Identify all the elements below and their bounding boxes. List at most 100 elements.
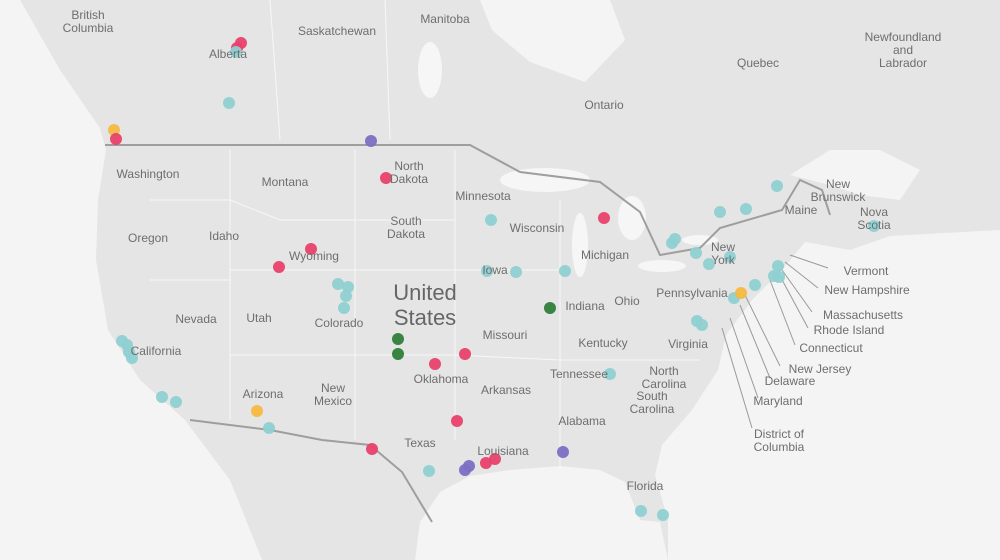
place-label: South bbox=[390, 214, 421, 228]
place-label: Colorado bbox=[315, 316, 364, 330]
place-label: Labrador bbox=[879, 56, 927, 70]
location-dot bbox=[332, 278, 344, 290]
location-dot bbox=[557, 446, 569, 458]
location-dot bbox=[230, 46, 242, 58]
location-dot bbox=[696, 319, 708, 331]
location-dot bbox=[669, 233, 681, 245]
place-label: Tennessee bbox=[550, 367, 608, 381]
state-borders bbox=[150, 0, 700, 470]
location-dot bbox=[735, 287, 747, 299]
place-label: Saskatchewan bbox=[298, 24, 376, 38]
place-label: Rhode Island bbox=[814, 323, 885, 337]
place-label: Mexico bbox=[314, 394, 352, 408]
place-label: Oklahoma bbox=[414, 372, 469, 386]
lake-superior bbox=[500, 168, 590, 192]
place-label: Dakota bbox=[390, 172, 428, 186]
place-label: California bbox=[131, 344, 182, 358]
place-label: Minnesota bbox=[455, 189, 511, 203]
lake-ontario bbox=[682, 235, 718, 245]
place-label: North bbox=[649, 364, 678, 378]
place-label: Ontario bbox=[584, 98, 624, 112]
location-dot bbox=[773, 271, 785, 283]
location-dot bbox=[657, 509, 669, 521]
place-label: United bbox=[393, 280, 457, 305]
place-label: Columbia bbox=[63, 21, 114, 35]
us-mexico-border bbox=[189, 419, 433, 523]
place-label: Oregon bbox=[128, 231, 168, 245]
location-dot bbox=[126, 352, 138, 364]
location-dot bbox=[338, 302, 350, 314]
location-dot bbox=[366, 443, 378, 455]
lake-winnipeg bbox=[418, 42, 442, 98]
lake-erie bbox=[638, 260, 686, 272]
place-label: Carolina bbox=[630, 402, 675, 416]
location-dot bbox=[451, 415, 463, 427]
location-dot bbox=[481, 265, 493, 277]
location-dot bbox=[740, 203, 752, 215]
place-label: Arkansas bbox=[481, 383, 531, 397]
dots bbox=[108, 37, 880, 521]
location-dot bbox=[544, 302, 556, 314]
location-dot bbox=[635, 505, 647, 517]
location-dot bbox=[392, 333, 404, 345]
location-dot bbox=[459, 348, 471, 360]
place-label: Newfoundland bbox=[865, 30, 942, 44]
location-dot bbox=[510, 266, 522, 278]
location-dot bbox=[463, 460, 475, 472]
place-label: and bbox=[893, 43, 913, 57]
location-dot bbox=[423, 465, 435, 477]
place-label: Virginia bbox=[668, 337, 708, 351]
hudson-bay bbox=[480, 0, 625, 82]
place-label: Idaho bbox=[209, 229, 239, 243]
place-label: Quebec bbox=[737, 56, 779, 70]
location-dot bbox=[480, 457, 492, 469]
location-dot bbox=[273, 261, 285, 273]
lake-huron bbox=[618, 196, 646, 240]
place-label: Wyoming bbox=[289, 249, 339, 263]
place-label: Maine bbox=[785, 203, 818, 217]
place-label: Missouri bbox=[483, 328, 528, 342]
place-label: Texas bbox=[404, 436, 435, 450]
location-dot bbox=[429, 358, 441, 370]
location-dot bbox=[772, 260, 784, 272]
place-label: Wisconsin bbox=[510, 221, 565, 235]
place-label: Maryland bbox=[753, 394, 802, 408]
gulf-of-mexico bbox=[415, 466, 668, 560]
place-label: Washington bbox=[117, 167, 180, 181]
location-dot bbox=[703, 258, 715, 270]
place-label: Massachusetts bbox=[823, 308, 903, 322]
place-label: Florida bbox=[627, 479, 664, 493]
place-label: North bbox=[394, 159, 423, 173]
location-dot bbox=[365, 135, 377, 147]
place-label: New bbox=[711, 240, 735, 254]
place-label: Alberta bbox=[209, 47, 247, 61]
place-label: New bbox=[826, 177, 850, 191]
pacific-ocean bbox=[0, 0, 262, 560]
location-dot bbox=[342, 281, 354, 293]
location-dot bbox=[485, 214, 497, 226]
place-label: South bbox=[636, 389, 667, 403]
place-label: New Jersey bbox=[789, 362, 852, 376]
place-label: Iowa bbox=[482, 263, 508, 277]
location-dot bbox=[170, 396, 182, 408]
place-label: Pennsylvania bbox=[656, 286, 728, 300]
location-dot bbox=[108, 124, 120, 136]
location-dot bbox=[340, 290, 352, 302]
labels: BritishColumbiaAlbertaSaskatchewanManito… bbox=[63, 8, 942, 493]
location-dot bbox=[559, 265, 571, 277]
place-label: Alabama bbox=[558, 414, 606, 428]
place-label: Ohio bbox=[614, 294, 640, 308]
location-dot bbox=[598, 212, 610, 224]
us-canada-border bbox=[105, 144, 831, 257]
location-dot bbox=[868, 220, 880, 232]
place-label: Nevada bbox=[175, 312, 217, 326]
place-label: Carolina bbox=[642, 377, 687, 391]
place-label: Manitoba bbox=[420, 12, 470, 26]
place-label: Kentucky bbox=[578, 336, 627, 350]
place-label: Scotia bbox=[857, 218, 891, 232]
location-dot bbox=[156, 391, 168, 403]
location-dot bbox=[392, 348, 404, 360]
place-label: Montana bbox=[262, 175, 309, 189]
place-label: Dakota bbox=[387, 227, 425, 241]
